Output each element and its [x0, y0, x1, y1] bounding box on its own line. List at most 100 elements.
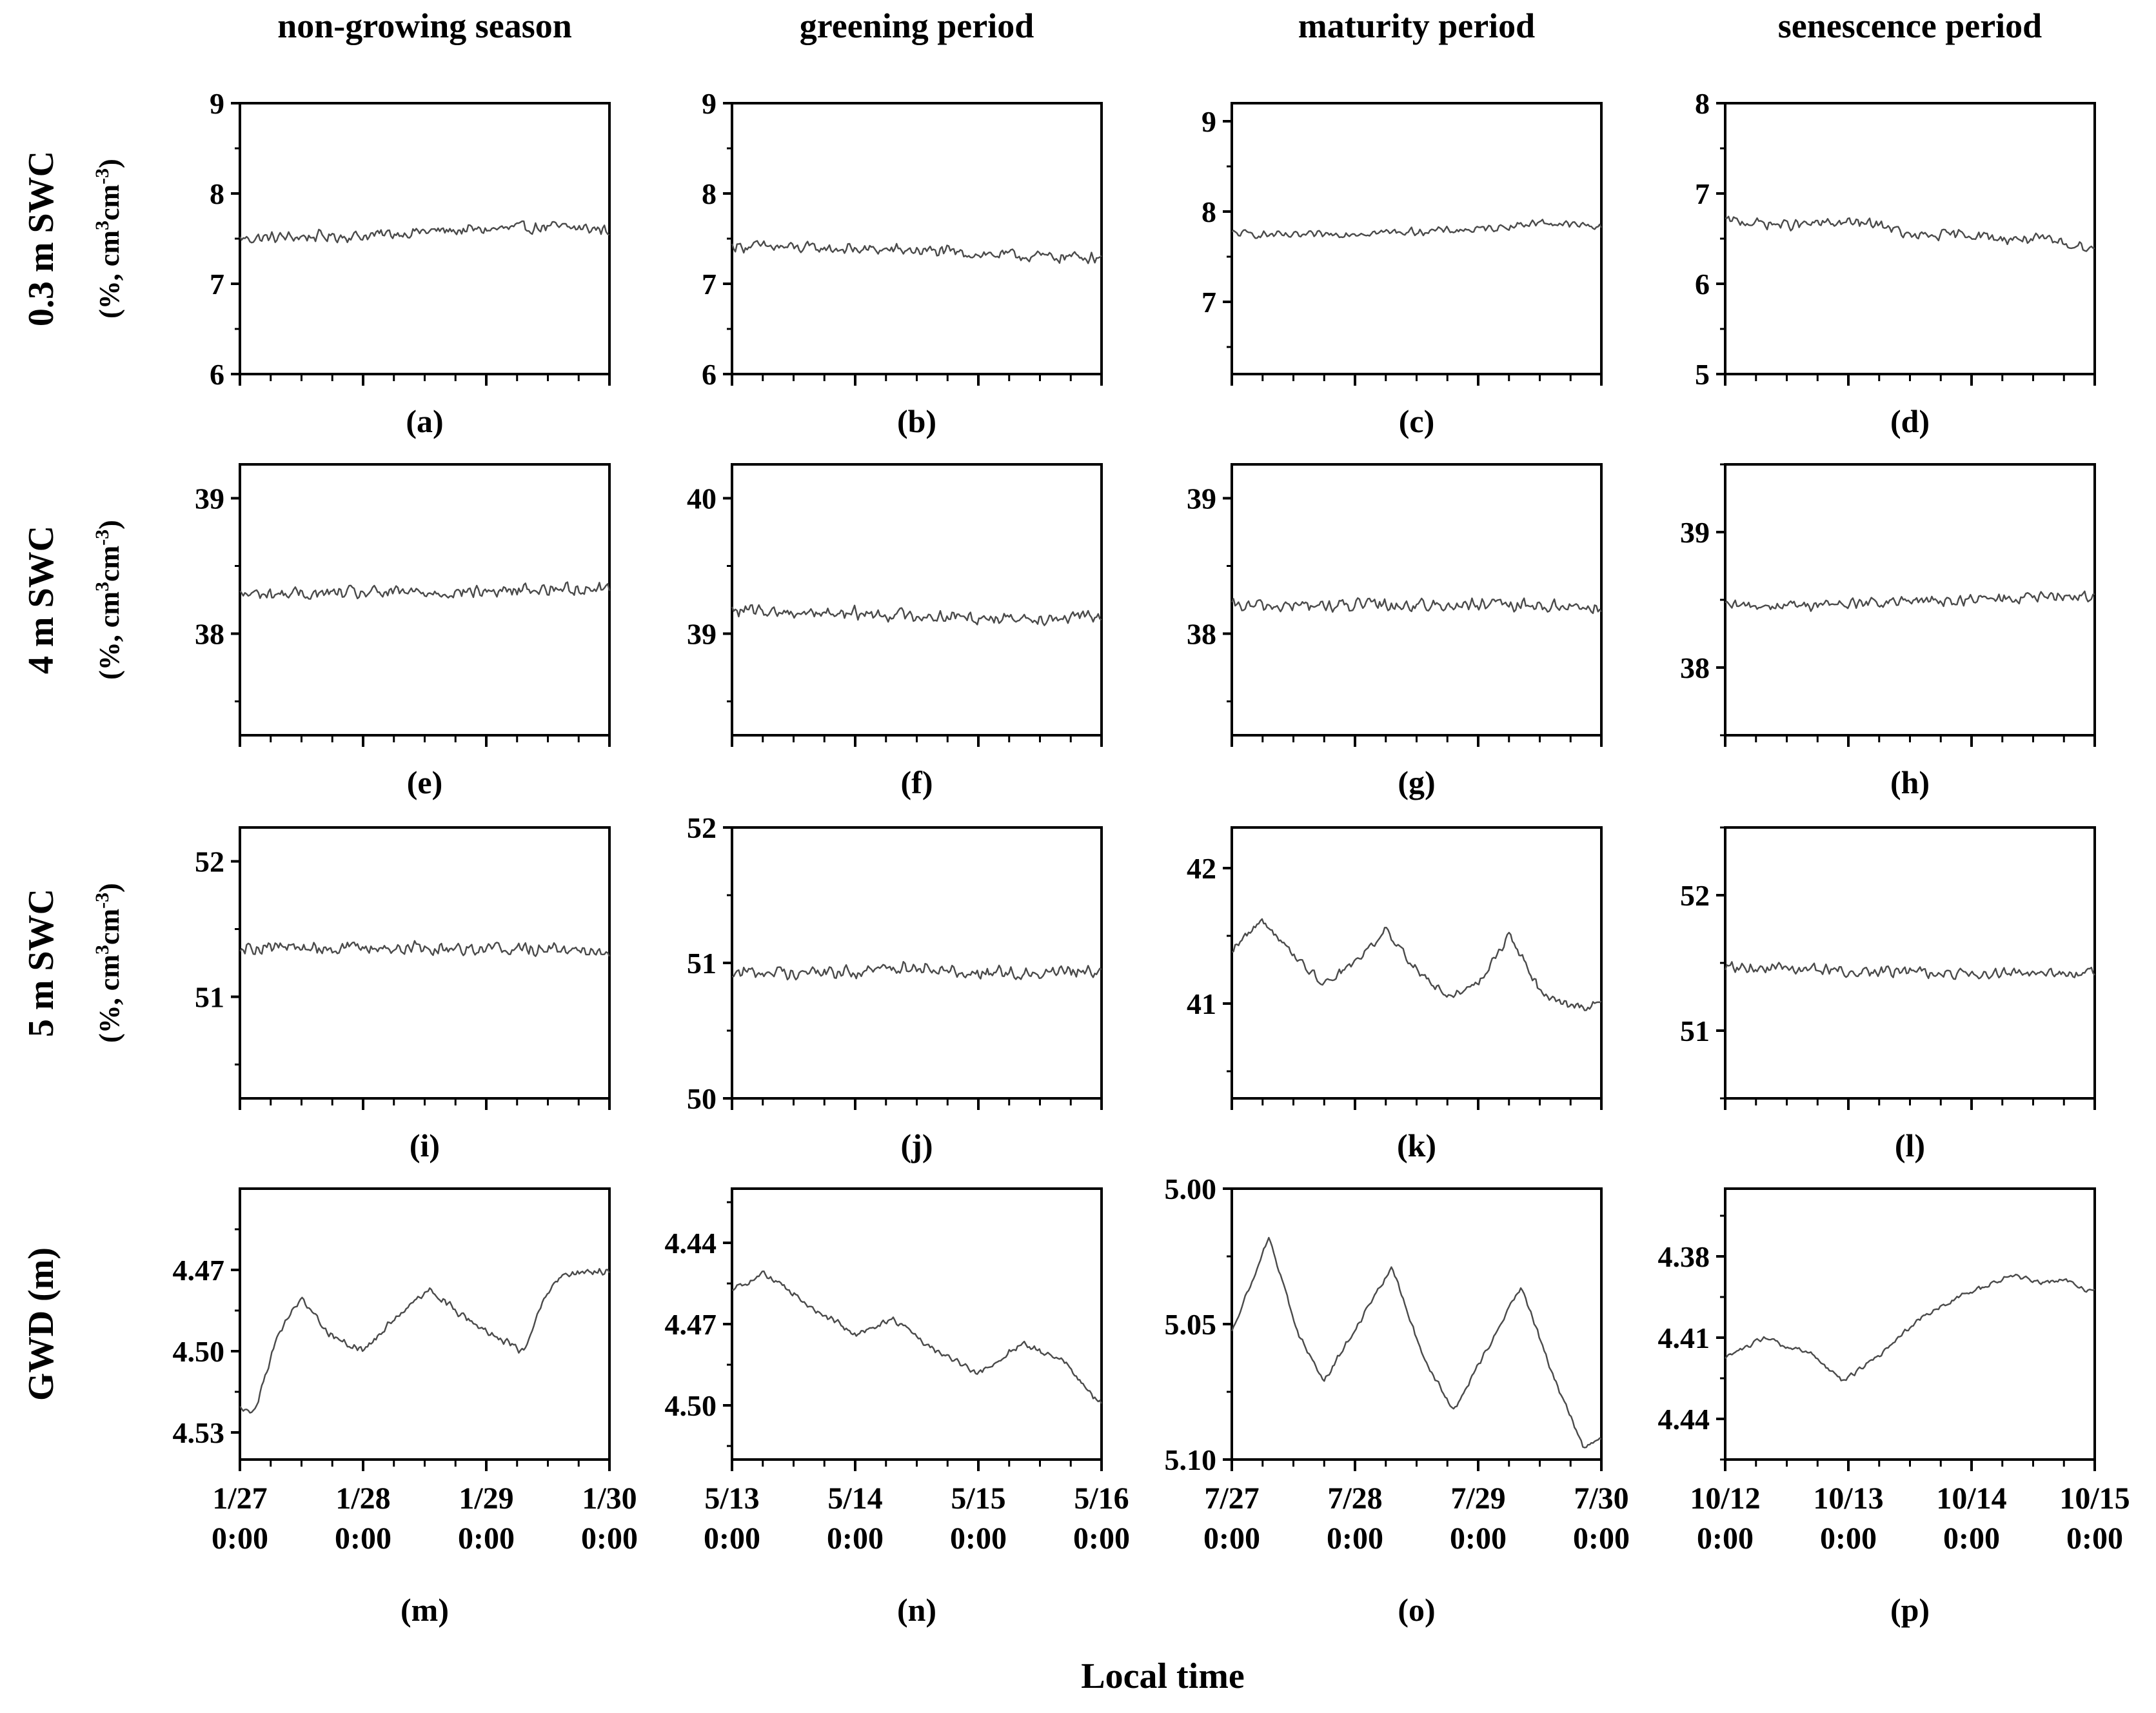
unit-close: )	[94, 159, 125, 168]
column-title-greening-period: greening period	[800, 6, 1034, 45]
series-line	[731, 240, 1102, 264]
panel-d: 5 6 7 8 (d)	[1695, 87, 2096, 439]
y-tick-label: 5.00	[1165, 1173, 1217, 1205]
panel-m: 4.47 4.50 4.53 1/27 0:00 1/28 0:00 1/29 0:00 1/30…	[173, 1187, 638, 1628]
panel-label: (a)	[406, 403, 443, 439]
panel-label: (e)	[407, 764, 443, 800]
y-tick-label: 5.10	[1165, 1443, 1217, 1476]
x-tick-label: 7/29 0:00	[1450, 1481, 1507, 1556]
panel-n: 4.44 4.47 4.50 5/13 0:00 5/14 0:00 5/15 0:00 5/16…	[665, 1187, 1130, 1628]
unit-sup: -3	[92, 893, 113, 909]
unit-close: )	[94, 883, 125, 893]
plot-frame	[731, 463, 1103, 737]
y-tick-label: 9	[1202, 105, 1216, 138]
plot-frame	[731, 826, 1103, 1100]
panel-a: 6 7 8 9 (a)	[210, 87, 611, 439]
y-tick-label: 5	[1695, 358, 1710, 391]
y-tick-label: 4.41	[1658, 1322, 1710, 1354]
y-tick-label: 51	[1680, 1015, 1710, 1047]
y-tick-label: 8	[210, 177, 224, 210]
y-tick-label: 38	[1680, 651, 1710, 684]
y-tick-label: 8	[1202, 195, 1216, 228]
y-tick-label: 7	[702, 268, 717, 301]
y-tick-label: 51	[195, 981, 224, 1014]
x-tick-label: 1/27 0:00	[212, 1481, 268, 1556]
plot-frame	[239, 1187, 611, 1461]
panel-f: 39 40 (f)	[687, 463, 1103, 800]
plot-frame	[1724, 826, 2096, 1100]
y-tick-label: 5.05	[1165, 1308, 1217, 1341]
panel-c: 7 8 9 (c)	[1202, 102, 1603, 439]
y-tick-label: 7	[1695, 177, 1710, 210]
unit-sup: -3	[92, 530, 113, 546]
panel-label: (d)	[1890, 403, 1930, 439]
y-tick-label: 8	[702, 177, 717, 210]
y-tick-label: 52	[195, 846, 224, 878]
x-tick-label: 10/15 0:00	[2059, 1481, 2130, 1556]
panel-p: 4.38 4.41 4.44 10/12 0:00 10/13 0:00 10/14 0:00 1…	[1658, 1187, 2130, 1628]
y-tick-label: 50	[687, 1082, 717, 1115]
y-tick-label: 42	[1187, 852, 1216, 885]
y-tick-label: 52	[1680, 879, 1710, 912]
plot-frame	[239, 463, 611, 737]
plot-frame	[1231, 102, 1603, 375]
row-label-gwd-m: GWD (m)	[21, 1247, 61, 1401]
y-tick-label: 4.47	[665, 1308, 717, 1341]
unit-prefix: (%, cm	[94, 591, 125, 680]
panel-label: (p)	[1890, 1592, 1930, 1628]
series-line	[239, 581, 611, 600]
y-tick-label: 39	[1187, 482, 1216, 515]
y-tick-label: 38	[195, 618, 224, 651]
unit-sup: -3	[92, 168, 113, 184]
y-tick-label: 40	[687, 482, 717, 515]
panel-label: (m)	[401, 1592, 449, 1628]
panel-label: (c)	[1399, 403, 1435, 439]
series-line	[1231, 597, 1602, 614]
y-tick-label: 4.50	[173, 1335, 225, 1368]
panel-g: 38 39 (g)	[1187, 463, 1603, 800]
plot-frame	[1231, 463, 1603, 737]
x-tick-label: 1/29 0:00	[458, 1481, 515, 1556]
y-tick-label: 4.38	[1658, 1240, 1710, 1273]
column-title-senescence-period: senescence period	[1778, 6, 2042, 45]
x-tick-label: 7/27 0:00	[1203, 1481, 1260, 1556]
unit-sup: 3	[92, 945, 113, 955]
series-line	[731, 960, 1102, 981]
plot-frame	[731, 1187, 1103, 1461]
panel-label: (k)	[1397, 1127, 1436, 1163]
x-tick-label: 5/16 0:00	[1073, 1481, 1130, 1556]
y-tick-label: 4.53	[173, 1416, 225, 1449]
x-axis-title: Local time	[1081, 1656, 1244, 1696]
unit-prefix: (%, cm	[94, 955, 125, 1043]
column-title-non-growing-season: non-growing season	[277, 6, 572, 45]
y-tick-label: 4.44	[1658, 1403, 1710, 1436]
y-tick-label: 7	[210, 268, 224, 301]
panel-label: (g)	[1398, 764, 1435, 800]
y-tick-label: 4.47	[173, 1254, 225, 1287]
plot-frame	[1724, 463, 2096, 737]
y-tick-label: 39	[1680, 516, 1710, 549]
x-tick-label: 1/30 0:00	[581, 1481, 638, 1556]
x-tick-label: 5/13 0:00	[704, 1481, 760, 1556]
panel-o: 5.00 5.05 5.10 7/27 0:00 7/28 0:00 7/29 0:00 7/30…	[1165, 1173, 1630, 1628]
series-line	[1725, 215, 2095, 252]
series-line	[1231, 918, 1602, 1011]
panels: 6 7 8 9 (a) 6 7 8 9 (b) 7 8 9 (c) 5 6 7 8 (d) 38 39 (e) 39 40 (f…	[173, 87, 2130, 1628]
unit-label: (%, cm3cm-3)	[92, 159, 125, 319]
series-line	[731, 604, 1102, 626]
column-titles: non-growing season greening period maturit…	[277, 6, 2042, 45]
x-tick-label: 7/28 0:00	[1327, 1481, 1383, 1556]
y-tick-label: 4.44	[665, 1227, 717, 1260]
panel-k: 41 42 (k)	[1187, 826, 1603, 1163]
panel-label: (n)	[897, 1592, 936, 1628]
series-line	[731, 1270, 1103, 1404]
x-tick-label: 5/15 0:00	[950, 1481, 1007, 1556]
unit-label: (%, cm3cm-3)	[92, 883, 125, 1043]
panel-label: (f)	[901, 764, 933, 800]
y-tick-label: 39	[687, 618, 717, 651]
panel-h: 38 39 (h)	[1680, 463, 2096, 800]
x-tick-label: 10/14 0:00	[1936, 1481, 2006, 1556]
series-line	[239, 940, 611, 957]
x-tick-label: 10/12 0:00	[1690, 1481, 1760, 1556]
